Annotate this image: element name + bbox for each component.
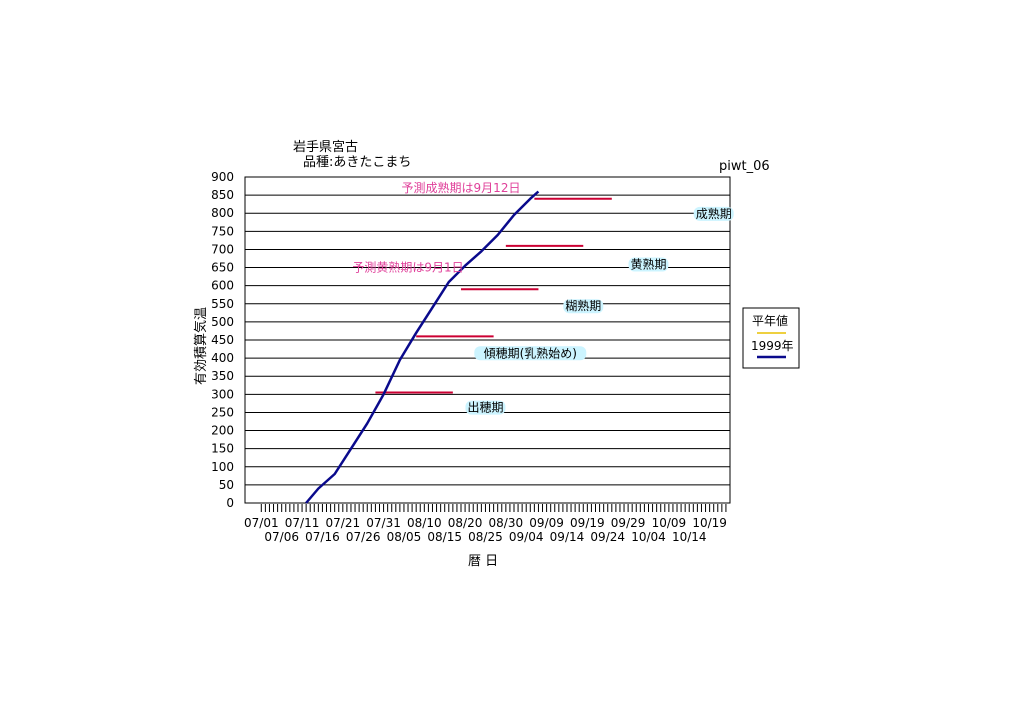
y-tick-label: 100: [211, 460, 234, 474]
y-tick-label: 150: [211, 442, 234, 456]
stage-label-bg: [628, 257, 669, 272]
series: [305, 190, 540, 504]
stage-label-bg: [474, 346, 587, 361]
stage-label-bg: [563, 299, 604, 314]
x-tick-label: 10/19: [692, 516, 727, 530]
y-tick-label: 850: [211, 188, 234, 202]
stage-lines: [375, 197, 612, 394]
legend: 平年値 1999年: [742, 307, 800, 369]
y-tick-label: 750: [211, 224, 234, 238]
x-tick-label: 07/16: [305, 530, 340, 544]
x-tick-label: 08/10: [407, 516, 442, 530]
x-tick-label: 07/11: [285, 516, 320, 530]
prediction-annotation: 予測成熟期は9月12日: [402, 180, 521, 195]
y-tick-label: 450: [211, 333, 234, 347]
x-tick-label: 10/14: [672, 530, 707, 544]
x-tick-label: 08/20: [448, 516, 483, 530]
x-tick-label: 09/19: [570, 516, 605, 530]
y-tick-label: 50: [219, 478, 234, 492]
x-tick-label: 09/24: [590, 530, 625, 544]
stage-label-bg: [465, 400, 506, 415]
y-tick-label: 550: [211, 297, 234, 311]
prediction-annotation: 予測黄熟期は9月1日: [352, 260, 463, 275]
y-tick-label: 350: [211, 369, 234, 383]
y-tick-label: 200: [211, 424, 234, 438]
chart-title: 岩手県宮古: [293, 139, 358, 155]
x-tick-label: 07/21: [326, 516, 361, 530]
x-tick-label: 07/26: [346, 530, 381, 544]
x-tick-label: 09/04: [509, 530, 544, 544]
stage-label: 黄熟期: [630, 257, 666, 272]
x-tick-label: 07/31: [366, 516, 401, 530]
chart-subtitle: 品種:あきたこまち: [303, 154, 411, 170]
stage-label-bg: [693, 206, 734, 221]
y-tick-label: 600: [211, 279, 234, 293]
x-tick-label: 09/29: [611, 516, 646, 530]
y-tick-label: 900: [211, 170, 234, 184]
stage-label: 成熟期: [696, 206, 732, 221]
y-tick-label: 300: [211, 387, 234, 401]
y-tick-label: 650: [211, 261, 234, 275]
legend-label-normal: 平年値: [752, 313, 788, 328]
legend-label-1999: 1999年: [751, 339, 794, 353]
y-axis-label: 有効積算気温: [193, 307, 209, 385]
stage-label: 出穂期: [467, 401, 503, 415]
y-tick-label: 700: [211, 242, 234, 256]
x-tick-label: 08/30: [489, 516, 524, 530]
y-tick-label: 250: [211, 405, 234, 419]
x-tick-label: 10/04: [631, 530, 666, 544]
x-tick-label: 07/01: [244, 516, 279, 530]
series-line-1999: [305, 190, 540, 504]
x-axis-label: 暦 日: [468, 554, 498, 569]
stage-label: 傾穂期(乳熟始め): [484, 345, 577, 360]
x-tick-label: 10/09: [652, 516, 687, 530]
x-tick-label: 07/06: [264, 530, 299, 544]
x-tick-label: 09/14: [550, 530, 585, 544]
grid: [244, 176, 731, 504]
chart-code: piwt_06: [719, 159, 770, 174]
x-tick-label: 08/15: [427, 530, 462, 544]
y-tick-label: 400: [211, 351, 234, 365]
axes: 0 50 100 150 200 250 300 350 400 450 500 550 600 650 7…: [211, 170, 727, 544]
labels: 出穂期 傾穂期(乳熟始め) 糊熟期 黄熟期 成熟期 予測成熟期は9月12日予測黄熟期は9月…: [352, 180, 734, 415]
y-tick-label: 500: [211, 315, 234, 329]
stage-label: 糊熟期: [565, 298, 601, 313]
y-tick-label: 0: [226, 496, 234, 510]
x-tick-label: 08/05: [387, 530, 422, 544]
x-tick-label: 09/09: [529, 516, 564, 530]
y-tick-label: 800: [211, 206, 234, 220]
x-tick-label: 08/25: [468, 530, 503, 544]
